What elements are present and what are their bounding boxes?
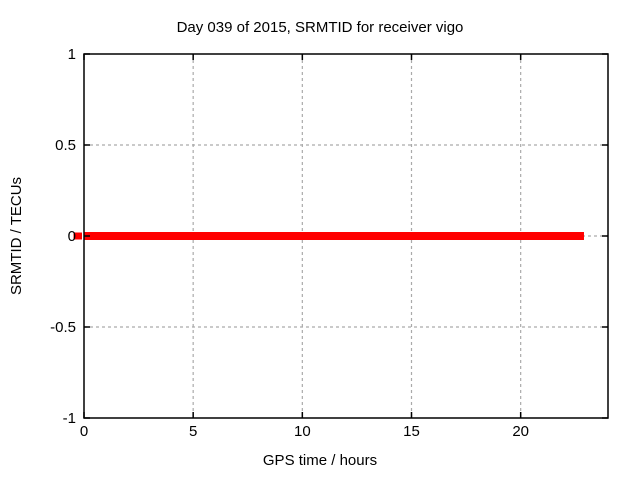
x-tick-label: 0	[80, 423, 88, 440]
y-tick-label: -0.5	[50, 319, 76, 336]
x-tick-label: 20	[512, 423, 529, 440]
y-tick-label: 0.5	[55, 137, 76, 154]
x-tick-label: 15	[403, 423, 420, 440]
series-left-edge-dash	[73, 232, 82, 240]
x-tick-label: 10	[294, 423, 311, 440]
y-tick-label: 0	[68, 228, 76, 245]
y-tick-label: -1	[63, 410, 76, 427]
y-axis-title: SRMTID / TECUs	[8, 176, 25, 296]
x-axis-title: GPS time / hours	[262, 452, 378, 469]
y-tick-label: 1	[68, 46, 76, 63]
x-tick-label: 5	[189, 423, 197, 440]
chart-title: Day 039 of 2015, SRMTID for receiver vig…	[176, 19, 464, 36]
